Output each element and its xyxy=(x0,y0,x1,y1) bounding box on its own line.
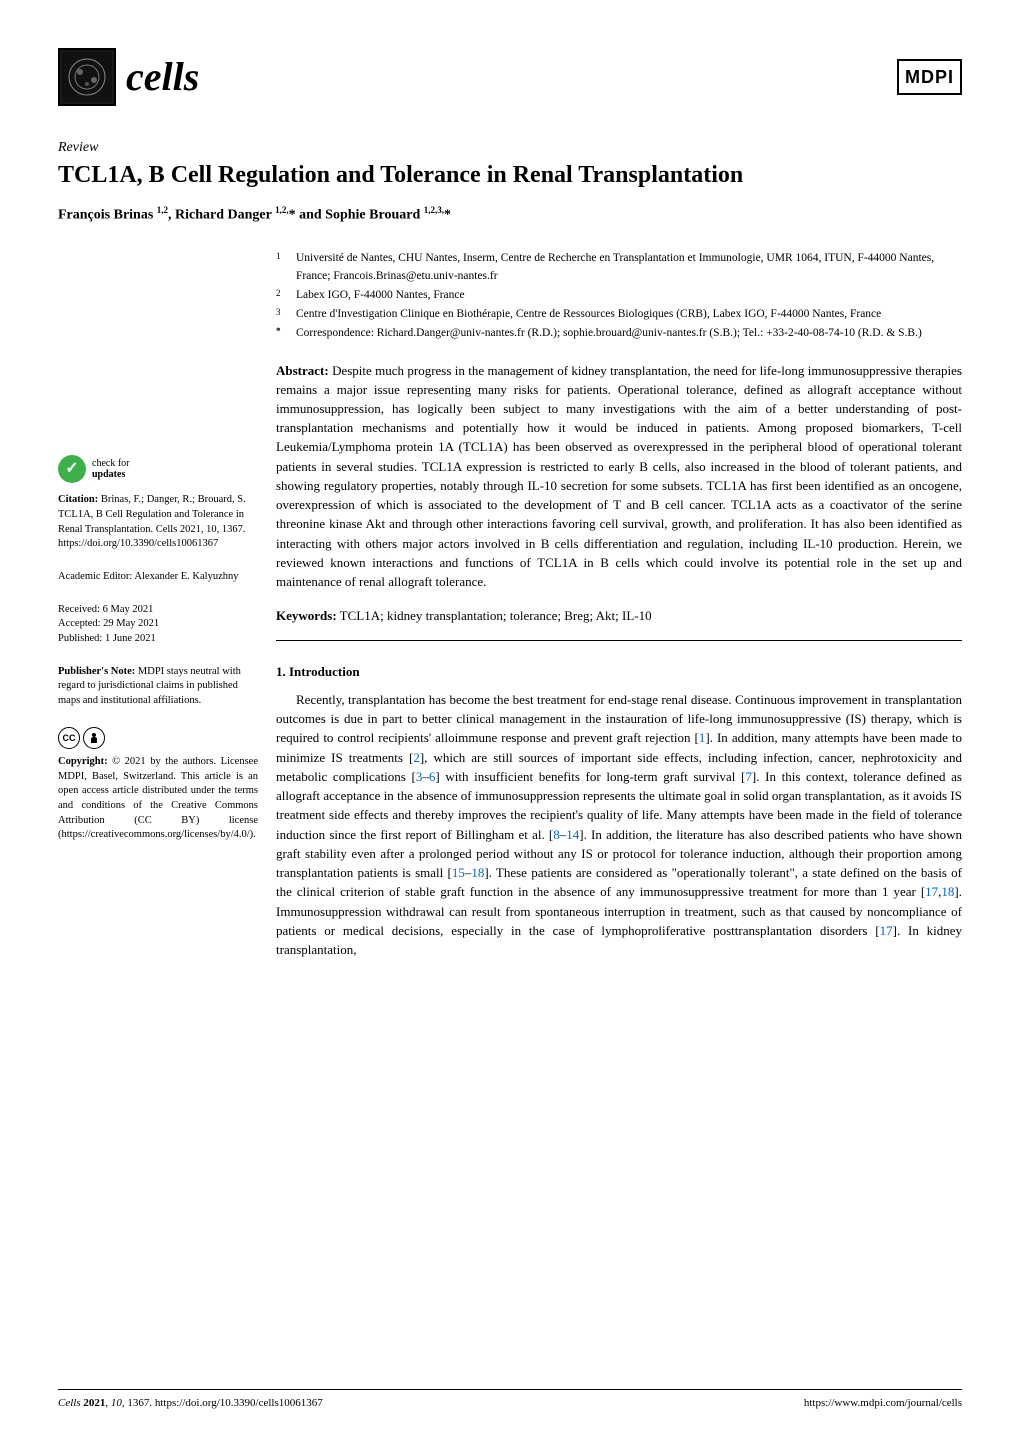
check-updates-icon xyxy=(58,455,86,483)
editor-name: Alexander E. Kalyuzhny xyxy=(134,571,238,582)
correspondence: * Correspondence: Richard.Danger@univ-na… xyxy=(276,325,962,342)
citation-label: Citation: xyxy=(58,494,98,505)
aff-text-2: Labex IGO, F-44000 Nantes, France xyxy=(296,287,962,304)
affiliation-1: 1 Université de Nantes, CHU Nantes, Inse… xyxy=(276,250,962,285)
dates-block: Received: 6 May 2021 Accepted: 29 May 20… xyxy=(58,603,258,647)
journal-name: cells xyxy=(126,48,199,106)
keywords-text: TCL1A; kidney transplantation; tolerance… xyxy=(337,608,652,623)
article-type: Review xyxy=(58,138,962,158)
aff-text-3: Centre d'Investigation Clinique en Bioth… xyxy=(296,306,962,323)
check-for-updates[interactable]: check for updates xyxy=(58,455,258,483)
aff-num-3: 3 xyxy=(276,306,288,323)
ref-17[interactable]: 17 xyxy=(925,884,938,899)
cells-logo-icon xyxy=(58,48,116,106)
p1-d: ] with insufficient benefits for long-te… xyxy=(435,769,745,784)
citation-block: Citation: Brinas, F.; Danger, R.; Brouar… xyxy=(58,493,258,552)
copyright-label: Copyright: xyxy=(58,756,108,767)
abstract-label: Abstract: xyxy=(276,363,329,378)
article-title: TCL1A, B Cell Regulation and Tolerance i… xyxy=(58,160,962,190)
ref-18[interactable]: 18 xyxy=(471,865,484,880)
corr-text: Correspondence: Richard.Danger@univ-nant… xyxy=(296,325,962,342)
mdpi-logo: MDPI xyxy=(897,59,962,95)
editor-label: Academic Editor: xyxy=(58,571,134,582)
keywords: Keywords: TCL1A; kidney transplantation;… xyxy=(276,607,962,626)
copyright-block: Copyright: © 2021 by the authors. Licens… xyxy=(58,755,258,843)
ref-17b[interactable]: 17 xyxy=(880,923,893,938)
main-content: 1 Université de Nantes, CHU Nantes, Inse… xyxy=(276,250,962,959)
affiliation-2: 2 Labex IGO, F-44000 Nantes, France xyxy=(276,287,962,304)
divider xyxy=(276,640,962,641)
keywords-label: Keywords: xyxy=(276,608,337,623)
aff-text-1: Université de Nantes, CHU Nantes, Inserm… xyxy=(296,250,962,285)
aff-num-1: 1 xyxy=(276,250,288,285)
pubnote-label: Publisher's Note: xyxy=(58,666,135,677)
authors: François Brinas 1,2, Richard Danger 1,2,… xyxy=(58,204,962,226)
accepted-date: Accepted: 29 May 2021 xyxy=(58,617,258,632)
affiliation-3: 3 Centre d'Investigation Clinique en Bio… xyxy=(276,306,962,323)
check-line2: updates xyxy=(92,469,125,480)
editor-block: Academic Editor: Alexander E. Kalyuzhny xyxy=(58,570,258,585)
journal-logo: cells xyxy=(58,48,199,106)
check-line1: check for xyxy=(92,458,129,469)
published-date: Published: 1 June 2021 xyxy=(58,632,258,647)
cc-license-badges: CC xyxy=(58,727,258,749)
aff-num-2: 2 xyxy=(276,287,288,304)
abstract-text: Despite much progress in the management … xyxy=(276,363,962,590)
check-updates-text: check for updates xyxy=(92,458,129,480)
publisher-note-block: Publisher's Note: MDPI stays neutral wit… xyxy=(58,665,258,709)
footer: Cells 2021, 10, 1367. https://doi.org/10… xyxy=(58,1389,962,1412)
copyright-text: © 2021 by the authors. Licensee MDPI, Ba… xyxy=(58,756,258,840)
cc-icon: CC xyxy=(58,727,80,749)
header-row: cells MDPI xyxy=(58,48,962,106)
received-date: Received: 6 May 2021 xyxy=(58,603,258,618)
section-1-heading: 1. Introduction xyxy=(276,663,962,682)
footer-left: Cells 2021, 10, 1367. https://doi.org/10… xyxy=(58,1396,323,1412)
two-column-layout: check for updates Citation: Brinas, F.; … xyxy=(58,250,962,959)
abstract: Abstract: Despite much progress in the m… xyxy=(276,361,962,592)
corr-marker: * xyxy=(276,325,288,342)
by-icon xyxy=(83,727,105,749)
affiliations: 1 Université de Nantes, CHU Nantes, Inse… xyxy=(276,250,962,342)
ref-15[interactable]: 15 xyxy=(452,865,465,880)
ref-18b[interactable]: 18 xyxy=(941,884,954,899)
footer-right[interactable]: https://www.mdpi.com/journal/cells xyxy=(804,1396,962,1412)
intro-paragraph: Recently, transplantation has become the… xyxy=(276,690,962,959)
ref-14[interactable]: 14 xyxy=(566,827,579,842)
sidebar: check for updates Citation: Brinas, F.; … xyxy=(58,250,258,959)
